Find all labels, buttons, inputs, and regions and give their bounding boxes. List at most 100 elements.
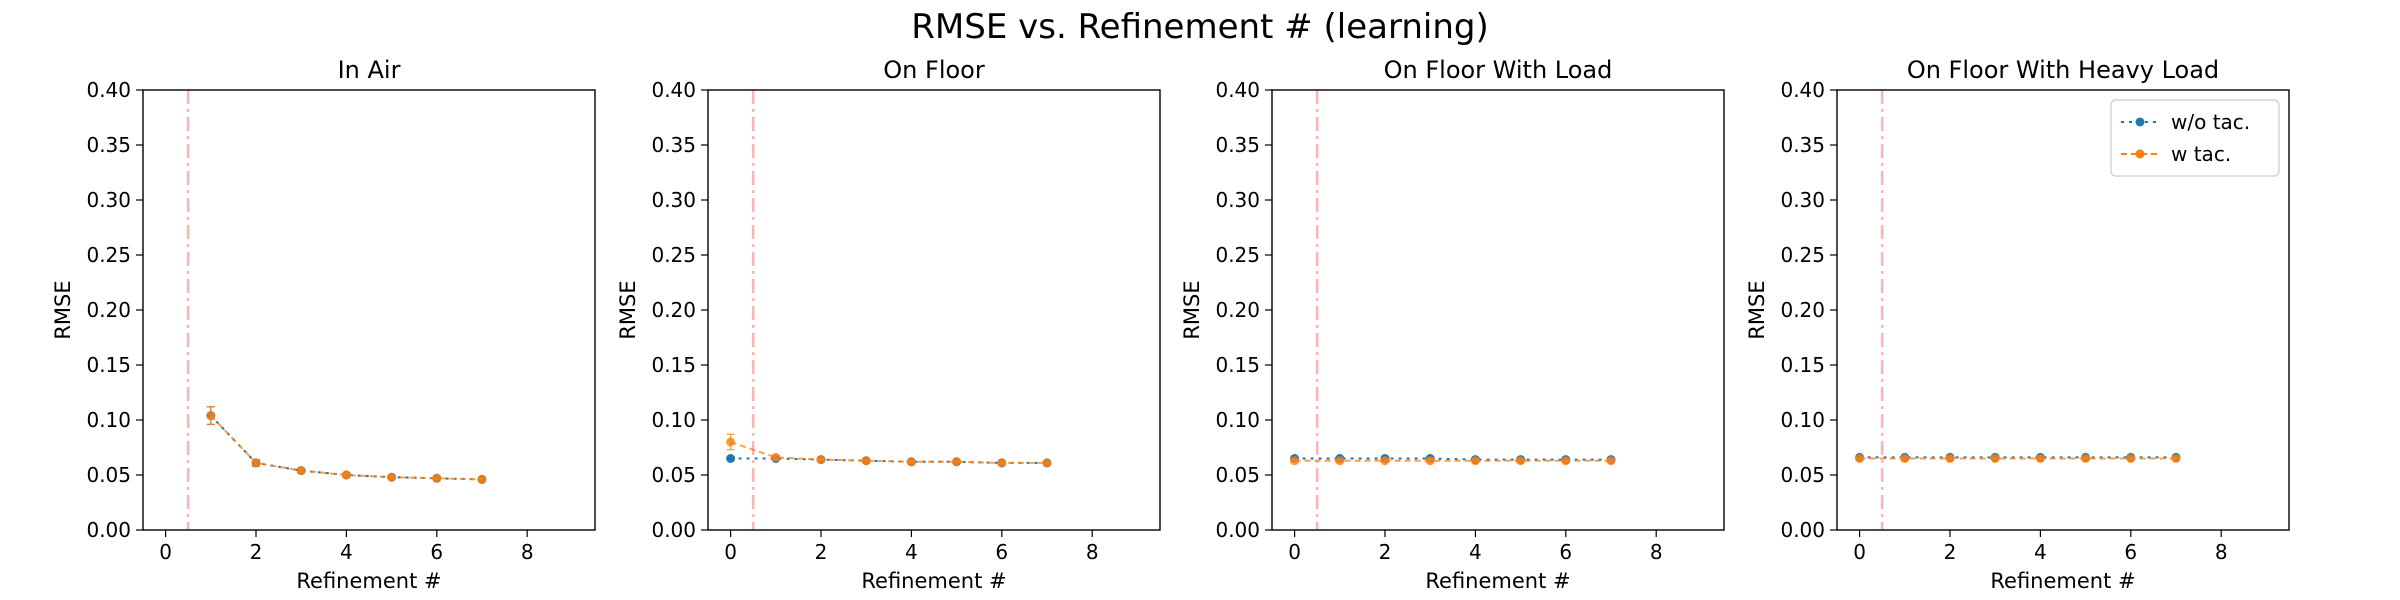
- panel-3: On Floor With Heavy Load 0 2 4 6 8 0.00 0.05 0.1…: [1745, 56, 2290, 593]
- data-point: [1380, 456, 1390, 466]
- y-tick-label: 0.25: [86, 243, 131, 267]
- y-tick-label: 0.00: [1780, 518, 1825, 542]
- series-line: [730, 441, 1047, 464]
- legend-frame: [2110, 99, 2280, 177]
- data-point: [1900, 454, 1910, 463]
- y-tick-label: 0.40: [651, 78, 696, 102]
- legend: w/o tac. w tac.: [2110, 99, 2280, 177]
- y-tick-label: 0.10: [1780, 408, 1825, 432]
- panel-title: On Floor With Load: [1384, 56, 1613, 84]
- y-axis-label: RMSE: [51, 280, 75, 339]
- axes-frame: [1836, 89, 2290, 531]
- x-tick-label: 0: [724, 540, 737, 564]
- x-tick-label: 6: [2124, 540, 2137, 564]
- data-point: [1945, 454, 1955, 463]
- y-tick-label: 0.20: [86, 298, 131, 322]
- data-point: [296, 466, 306, 476]
- y-axis-label: RMSE: [1180, 280, 1204, 339]
- data-point: [1425, 456, 1435, 466]
- panel-1: On Floor 0 2 4 6 8 0.00 0.05 0.10 0.15 0.20 0.25 0.3…: [616, 56, 1161, 593]
- y-tick-label: 0.20: [651, 298, 696, 322]
- y-axis-label: RMSE: [1745, 280, 1769, 339]
- series-line: [210, 414, 483, 481]
- x-tick-label: 6: [995, 540, 1008, 564]
- x-tick-label: 2: [1379, 540, 1392, 564]
- data-point: [477, 474, 487, 484]
- data-point: [341, 470, 351, 480]
- y-tick-label: 0.30: [651, 188, 696, 212]
- panel-title: On Floor: [883, 56, 985, 84]
- data-point: [206, 411, 216, 421]
- data-point: [997, 458, 1007, 468]
- y-tick-label: 0.10: [651, 408, 696, 432]
- data-point: [1470, 456, 1480, 466]
- x-tick-label: 0: [1853, 540, 1866, 564]
- data-point: [906, 457, 916, 467]
- y-tick-label: 0.15: [1780, 353, 1825, 377]
- data-point: [726, 437, 736, 447]
- data-point: [251, 458, 261, 468]
- y-tick-label: 0.40: [86, 78, 131, 102]
- y-tick-label: 0.25: [651, 243, 696, 267]
- y-tick-label: 0.15: [1215, 353, 1260, 377]
- x-axis-label: Refinement #: [1990, 569, 2135, 593]
- data-point: [1042, 458, 1052, 468]
- x-tick-label: 4: [905, 540, 918, 564]
- axes-frame: [1271, 89, 1725, 531]
- x-tick-label: 4: [340, 540, 353, 564]
- x-tick-label: 8: [2215, 540, 2228, 564]
- y-tick-label: 0.15: [86, 353, 131, 377]
- panel-title: In Air: [338, 56, 401, 84]
- data-point: [1855, 454, 1865, 463]
- x-tick-label: 2: [815, 540, 828, 564]
- series-line: [210, 414, 483, 481]
- y-tick-label: 0.05: [86, 463, 131, 487]
- y-tick-label: 0.40: [1215, 78, 1260, 102]
- y-tick-label: 0.10: [1215, 408, 1260, 432]
- y-tick-label: 0.25: [1780, 243, 1825, 267]
- x-tick-label: 6: [430, 540, 443, 564]
- axes-frame: [707, 89, 1161, 531]
- x-tick-label: 6: [1559, 540, 1572, 564]
- data-point: [2126, 454, 2136, 463]
- y-tick-label: 0.35: [1780, 133, 1825, 157]
- panel-2: On Floor With Load 0 2 4 6 8 0.00 0.05 0.10 0.15 0…: [1180, 56, 1725, 593]
- legend-swatch-marker: [2135, 117, 2145, 127]
- data-point: [726, 454, 736, 463]
- panel-0: In Air 0 2 4 6 8 0.00 0.05 0.10 0.15 0.20 0.25 0.30 0…: [51, 56, 596, 593]
- figure-title: RMSE vs. Refinement # (learning): [911, 7, 1488, 47]
- x-tick-label: 0: [159, 540, 172, 564]
- data-point: [387, 472, 397, 482]
- y-tick-label: 0.05: [1780, 463, 1825, 487]
- y-tick-label: 0.05: [1215, 463, 1260, 487]
- data-point: [952, 457, 962, 467]
- x-axis-label: Refinement #: [1425, 569, 1570, 593]
- y-tick-label: 0.05: [651, 463, 696, 487]
- y-tick-label: 0.20: [1780, 298, 1825, 322]
- data-point: [771, 452, 781, 462]
- data-point: [1290, 456, 1300, 466]
- x-tick-label: 2: [1944, 540, 1957, 564]
- x-tick-label: 2: [250, 540, 263, 564]
- legend-label: w/o tac.: [2171, 110, 2250, 134]
- data-point: [1335, 456, 1345, 466]
- y-tick-label: 0.30: [86, 188, 131, 212]
- x-tick-label: 4: [2034, 540, 2047, 564]
- data-point: [1561, 456, 1571, 466]
- x-tick-label: 4: [1469, 540, 1482, 564]
- data-point: [2035, 454, 2045, 463]
- x-tick-label: 8: [1650, 540, 1663, 564]
- data-point: [1990, 454, 2000, 463]
- y-axis-label: RMSE: [616, 280, 640, 339]
- y-tick-label: 0.15: [651, 353, 696, 377]
- y-tick-label: 0.40: [1780, 78, 1825, 102]
- data-point: [2081, 454, 2091, 463]
- y-tick-label: 0.10: [86, 408, 131, 432]
- x-tick-label: 0: [1288, 540, 1301, 564]
- legend-label: w tac.: [2171, 142, 2231, 166]
- data-point: [861, 456, 871, 466]
- y-tick-label: 0.30: [1780, 188, 1825, 212]
- y-tick-label: 0.30: [1215, 188, 1260, 212]
